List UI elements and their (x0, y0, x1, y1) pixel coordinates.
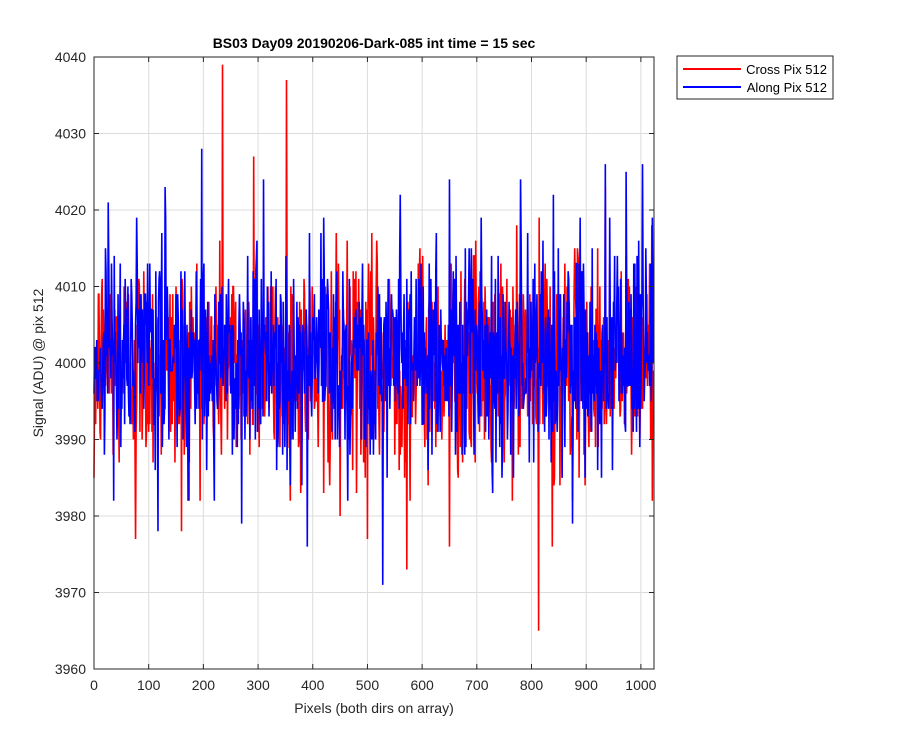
y-tick-label: 4000 (55, 355, 86, 371)
y-axis-label: Signal (ADU) @ pix 512 (30, 288, 46, 437)
y-tick-label: 3990 (55, 432, 86, 448)
legend-box (676, 55, 834, 100)
x-axis-label: Pixels (both dirs on array) (294, 700, 454, 716)
x-tick-label: 600 (410, 677, 434, 693)
series-line-along-pix (93, 148, 655, 585)
x-tick-label: 1000 (625, 677, 656, 693)
x-tick-label: 0 (90, 677, 98, 693)
x-tick-label: 200 (192, 677, 216, 693)
legend-entry-label: Along Pix 512 (747, 80, 827, 95)
x-tick-label: 500 (356, 677, 380, 693)
y-tick-label: 3960 (55, 661, 86, 677)
x-tick-label: 300 (246, 677, 270, 693)
y-tick-label: 4030 (55, 126, 86, 142)
ticks: 0 100 200 300 400 500 600 700 800 900 1000 3960 3970… (55, 49, 657, 693)
x-tick-label: 100 (137, 677, 161, 693)
y-tick-label: 4010 (55, 279, 86, 295)
x-tick-label: 900 (575, 677, 599, 693)
y-tick-label: 3970 (55, 585, 86, 601)
x-tick-label: 700 (465, 677, 489, 693)
x-tick-label: 800 (520, 677, 544, 693)
y-tick-label: 3980 (55, 508, 86, 524)
y-tick-label: 4020 (55, 202, 86, 218)
series-layer (93, 64, 655, 631)
legend-entry-label: Cross Pix 512 (746, 62, 827, 77)
y-tick-label: 4040 (55, 49, 86, 65)
chart-title: BS03 Day09 20190206-Dark-085 int time = … (213, 35, 536, 51)
x-tick-label: 400 (301, 677, 325, 693)
legend: Cross Pix 512 Along Pix 512 (676, 55, 834, 100)
